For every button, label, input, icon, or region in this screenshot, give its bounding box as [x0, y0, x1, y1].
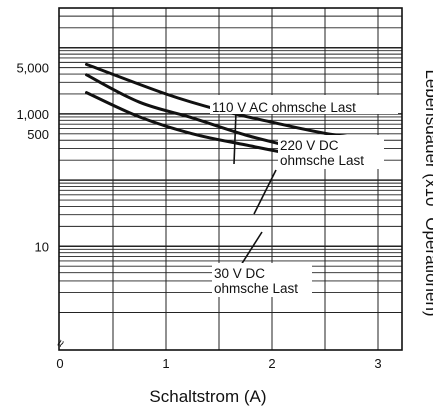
y-tick-labels: 10 500 1,000 5,000	[16, 61, 49, 255]
y-tick-label: 5,000	[16, 61, 49, 76]
annotation-leader-line	[253, 169, 277, 215]
x-tick-label: 2	[268, 356, 275, 371]
annotation-label: 30 V DC	[214, 266, 265, 281]
annotation-background	[210, 95, 398, 114]
x-tick-label: 1	[162, 356, 169, 371]
x-tick-labels: 0 1 2 3	[56, 356, 381, 371]
annotation-label: ohmsche Last	[214, 281, 298, 296]
annotation-label: ohmsche Last	[280, 153, 364, 168]
x-axis-title: Schaltstrom (A)	[149, 387, 266, 406]
y-tick-label: 500	[27, 127, 49, 142]
axis-break-symbol: ≈	[52, 336, 69, 350]
y-axis-title: Lebensdauer (x103 Operationen)	[422, 69, 433, 316]
y-tick-label: 10	[35, 239, 49, 254]
annotation-leader-line	[233, 111, 237, 165]
annotation-background	[278, 135, 384, 169]
plot-frame	[58, 7, 403, 351]
y-axis-title-superscript: 3	[430, 206, 433, 212]
annotation-label: 220 V DC	[280, 138, 339, 153]
x-tick-label: 3	[374, 356, 381, 371]
x-tick-label: 0	[56, 356, 63, 371]
y-tick-label: 1,000	[16, 107, 49, 122]
grid-lines	[59, 8, 402, 350]
series-line-1	[85, 62, 380, 142]
annotation-label: 110 V AC ohmsche Last	[212, 100, 356, 115]
axis-break-icon: ≈	[52, 336, 69, 350]
annotation-background	[212, 263, 312, 297]
